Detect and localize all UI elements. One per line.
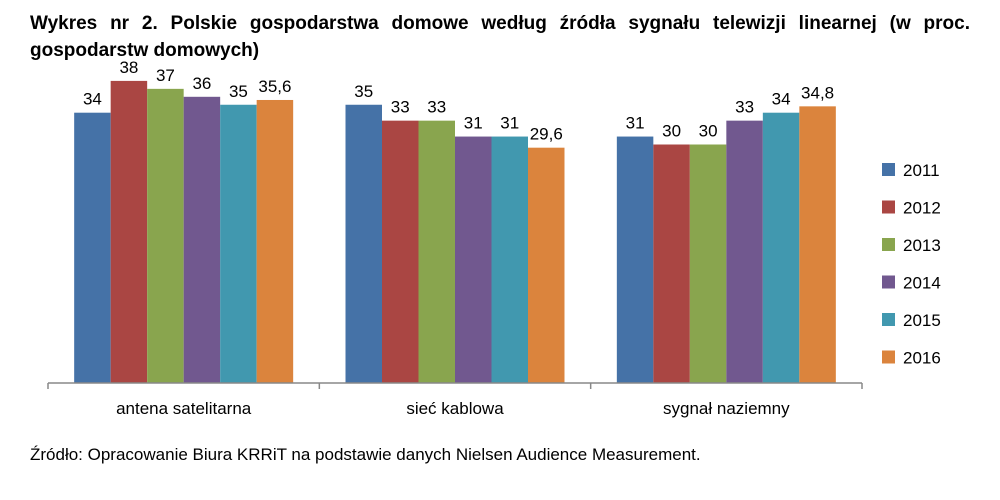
data-label: 33 bbox=[735, 98, 754, 117]
data-label: 38 bbox=[119, 58, 138, 77]
legend-label: 2014 bbox=[903, 274, 941, 293]
data-label: 29,6 bbox=[530, 125, 563, 144]
legend-swatch bbox=[882, 200, 895, 214]
legend-swatch bbox=[882, 350, 895, 364]
legend-swatch bbox=[882, 313, 895, 326]
data-label: 34 bbox=[83, 90, 102, 109]
bar bbox=[491, 136, 528, 383]
bar bbox=[418, 120, 455, 384]
data-label: 31 bbox=[464, 114, 483, 133]
data-label: 31 bbox=[500, 114, 519, 133]
data-label: 34,8 bbox=[801, 83, 834, 102]
bar bbox=[345, 104, 382, 383]
category-label: sieć kablowa bbox=[406, 399, 504, 418]
legend-label: 2012 bbox=[903, 199, 941, 218]
data-label: 35 bbox=[229, 82, 248, 101]
bar bbox=[653, 144, 690, 383]
legend-label: 2013 bbox=[903, 236, 941, 255]
legend-label: 2011 bbox=[903, 161, 940, 180]
bar bbox=[689, 144, 727, 383]
bar bbox=[799, 106, 836, 383]
data-label: 34 bbox=[772, 90, 791, 109]
source-note: Źródło: Opracowanie Biura KRRiT na podst… bbox=[30, 445, 701, 464]
data-label: 33 bbox=[427, 98, 446, 117]
data-label: 36 bbox=[192, 74, 211, 93]
bar bbox=[616, 136, 654, 383]
data-label: 37 bbox=[156, 66, 175, 85]
data-label: 31 bbox=[626, 114, 645, 133]
data-label: 33 bbox=[391, 98, 410, 117]
bar bbox=[528, 147, 565, 383]
bar bbox=[147, 88, 184, 383]
bar bbox=[220, 104, 257, 383]
legend-swatch bbox=[882, 238, 895, 251]
legend-swatch bbox=[882, 275, 895, 289]
bar bbox=[183, 96, 221, 384]
data-label: 35 bbox=[354, 82, 373, 101]
bar bbox=[256, 99, 294, 383]
category-label: antena satelitarna bbox=[116, 399, 252, 418]
chart-title: Wykres nr 2. Polskie gospodarstwa domowe… bbox=[30, 13, 970, 61]
data-label: 35,6 bbox=[258, 77, 291, 96]
legend-swatch bbox=[882, 163, 895, 176]
bar bbox=[74, 112, 111, 383]
legend-label: 2016 bbox=[903, 349, 941, 368]
data-label: 30 bbox=[699, 122, 718, 141]
bar bbox=[110, 80, 148, 384]
bar bbox=[762, 112, 800, 383]
category-label: sygnał naziemny bbox=[663, 399, 790, 418]
bar bbox=[455, 136, 492, 383]
legend-label: 2015 bbox=[903, 311, 941, 330]
bar bbox=[382, 120, 419, 384]
data-label: 30 bbox=[662, 122, 681, 141]
bar bbox=[726, 120, 763, 384]
